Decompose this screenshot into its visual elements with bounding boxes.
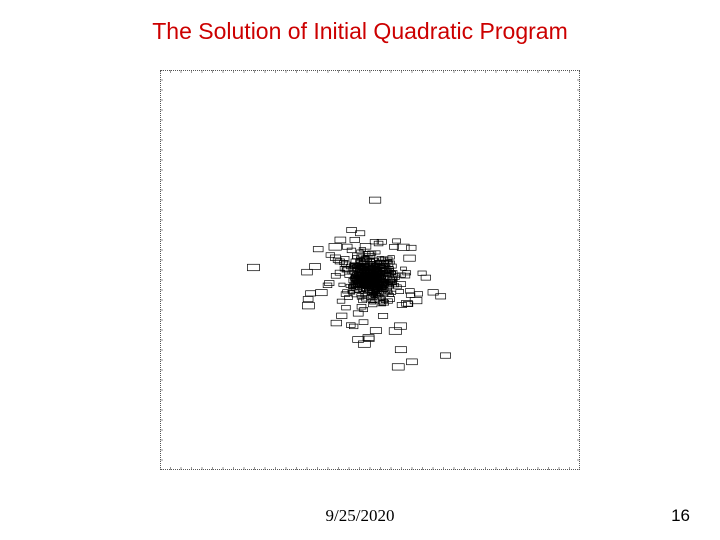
page-title: The Solution of Initial Quadratic Progra… xyxy=(0,18,720,45)
footer-date: 9/25/2020 xyxy=(0,506,720,526)
chart-border xyxy=(160,70,580,470)
slide: The Solution of Initial Quadratic Progra… xyxy=(0,0,720,540)
footer-page-number: 16 xyxy=(671,506,690,526)
scatter-chart xyxy=(160,70,580,470)
